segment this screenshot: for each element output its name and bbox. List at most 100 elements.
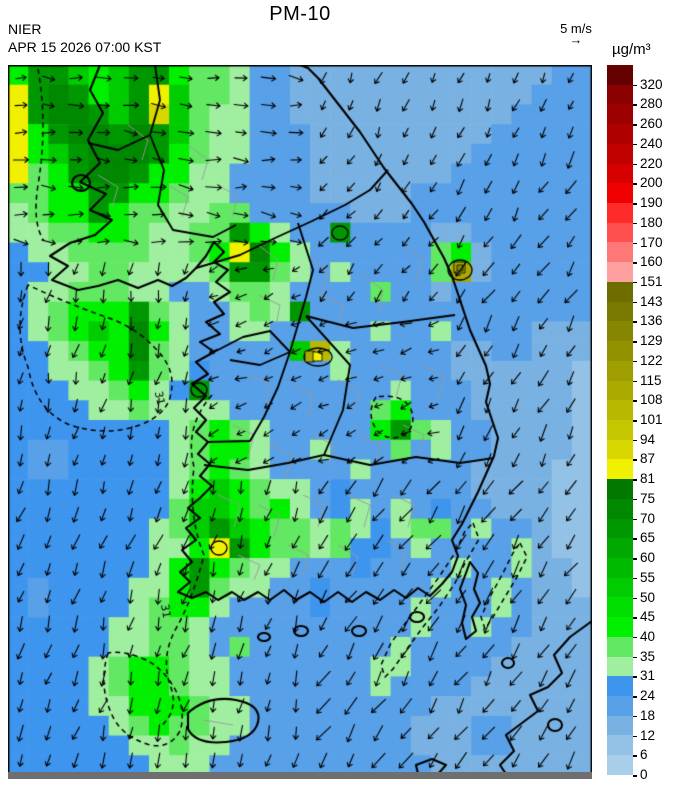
colorbar-tick xyxy=(633,341,637,343)
colorbar-tick xyxy=(633,459,637,461)
colorbar-segment xyxy=(607,104,633,125)
colorbar-label: 0 xyxy=(640,767,648,783)
colorbar-label: 65 xyxy=(640,530,656,546)
colorbar: 320 280 260 240 220 200 190 180 170 160 151 143 136 1… xyxy=(607,65,673,782)
colorbar-label: 136 xyxy=(640,313,663,329)
colorbar-segments xyxy=(607,65,633,775)
source-label: NIER xyxy=(8,21,42,37)
colorbar-label: 143 xyxy=(640,293,663,309)
colorbar-label: 94 xyxy=(640,431,656,447)
colorbar-segment xyxy=(607,636,633,657)
colorbar-segment xyxy=(607,498,633,519)
colorbar-tick xyxy=(633,380,637,383)
colorbar-label: 40 xyxy=(640,629,656,645)
timestamp-label: APR 15 2026 07:00 KST xyxy=(8,39,162,55)
colorbar-label: 70 xyxy=(640,510,656,526)
colorbar-label: 101 xyxy=(640,412,663,428)
colorbar-tick xyxy=(633,518,637,521)
colorbar-tick xyxy=(633,203,637,205)
colorbar-segment xyxy=(607,715,633,736)
colorbar-label: 320 xyxy=(640,76,663,92)
page-title: PM-10 xyxy=(269,3,331,25)
colorbar-tick xyxy=(633,281,637,284)
colorbar-tick xyxy=(633,321,637,323)
colorbar-segment xyxy=(607,459,633,480)
colorbar-segment xyxy=(607,242,633,263)
colorbar-label: 190 xyxy=(640,195,663,211)
colorbar-tick xyxy=(633,498,637,501)
colorbar-segment xyxy=(607,163,633,184)
colorbar-label: 151 xyxy=(640,274,663,290)
colorbar-segment xyxy=(607,617,633,637)
colorbar-segment xyxy=(607,439,633,460)
colorbar-labels: 320 280 260 240 220 200 190 180 170 160 151 143 136 1… xyxy=(607,65,673,782)
colorbar-label: 45 xyxy=(640,609,656,625)
colorbar-tick xyxy=(633,775,637,777)
colorbar-label: 220 xyxy=(640,155,663,171)
colorbar-segment xyxy=(607,676,633,696)
colorbar-label: 31 xyxy=(640,668,656,684)
colorbar-label: 24 xyxy=(640,688,656,704)
colorbar-segment xyxy=(607,65,633,85)
colorbar-tick xyxy=(633,84,637,87)
colorbar-segment xyxy=(607,341,633,361)
colorbar-tick xyxy=(633,538,637,540)
colorbar-segment xyxy=(607,557,633,578)
colorbar-segment xyxy=(607,755,633,775)
colorbar-label: 75 xyxy=(640,491,656,507)
colorbar-tick xyxy=(633,104,637,106)
colorbar-segment xyxy=(607,656,633,677)
colorbar-tick xyxy=(633,696,637,698)
colorbar-segment xyxy=(607,143,633,164)
colorbar-segment xyxy=(607,597,633,618)
colorbar-label: 129 xyxy=(640,333,663,349)
colorbar-segment xyxy=(607,84,633,105)
colorbar-segment xyxy=(607,538,633,558)
colorbar-tick xyxy=(633,420,637,422)
colorbar-segment xyxy=(607,301,633,322)
colorbar-label: 260 xyxy=(640,116,663,132)
colorbar-segment xyxy=(607,222,633,243)
map-bottom-strip xyxy=(8,772,592,779)
colorbar-label: 35 xyxy=(640,648,656,664)
colorbar-tick xyxy=(633,558,637,560)
colorbar-segment xyxy=(607,281,633,302)
colorbar-label: 81 xyxy=(640,471,656,487)
colorbar-label: 108 xyxy=(640,392,663,408)
colorbar-label: 122 xyxy=(640,353,663,369)
colorbar-tick xyxy=(633,479,637,481)
wind-reference-label: 5 m/s xyxy=(560,21,592,36)
colorbar-tick xyxy=(633,222,637,225)
colorbar-tick xyxy=(633,577,637,580)
colorbar-segment xyxy=(607,479,633,499)
colorbar-segment xyxy=(607,183,633,204)
colorbar-label: 160 xyxy=(640,254,663,270)
colorbar-tick xyxy=(633,735,637,738)
colorbar-segment xyxy=(607,321,633,342)
wind-reference-arrow-icon: → xyxy=(569,32,583,47)
colorbar-segment xyxy=(607,262,633,282)
colorbar-tick xyxy=(633,755,637,757)
colorbar-label: 18 xyxy=(640,708,656,724)
colorbar-segment xyxy=(607,696,633,716)
colorbar-label: 55 xyxy=(640,569,656,585)
colorbar-label: 240 xyxy=(640,136,663,152)
colorbar-label: 12 xyxy=(640,727,656,743)
colorbar-tick xyxy=(633,636,637,639)
colorbar-label: 115 xyxy=(640,372,662,388)
colorbar-label: 170 xyxy=(640,234,663,250)
colorbar-segment xyxy=(607,203,633,223)
colorbar-label: 50 xyxy=(640,589,656,605)
colorbar-tick xyxy=(633,262,637,264)
colorbar-segment xyxy=(607,419,633,440)
colorbar-segment xyxy=(607,735,633,756)
colorbar-label: 180 xyxy=(640,214,663,230)
colorbar-label: 87 xyxy=(640,451,656,467)
colorbar-tick xyxy=(633,400,637,402)
colorbar-label: 6 xyxy=(640,747,648,763)
colorbar-label: 280 xyxy=(640,96,663,112)
colorbar-label: 60 xyxy=(640,550,656,566)
colorbar-tick xyxy=(633,124,637,126)
colorbar-unit-label: µg/m³ xyxy=(612,41,651,58)
